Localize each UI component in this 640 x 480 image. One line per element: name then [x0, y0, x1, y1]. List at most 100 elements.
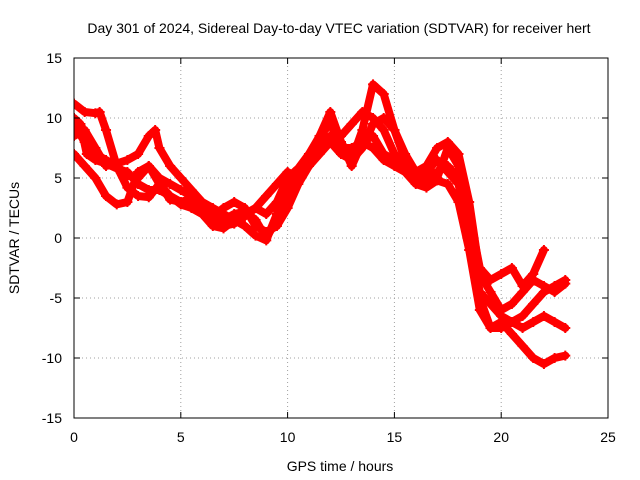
data-point: [101, 158, 112, 169]
data-point: [442, 161, 453, 171]
data-point: [143, 161, 154, 171]
data-series: [74, 79, 571, 369]
data-point: [282, 203, 293, 213]
data-point: [261, 209, 272, 219]
data-point: [378, 125, 389, 135]
y-tick-label: 0: [54, 230, 62, 246]
data-point: [346, 119, 357, 129]
data-point: [75, 119, 86, 129]
data-point: [453, 149, 464, 159]
data-point: [378, 155, 389, 165]
data-point: [368, 131, 379, 141]
data-point: [101, 191, 112, 201]
data-point: [389, 125, 400, 135]
data-point: [218, 223, 229, 234]
data-point: [528, 299, 539, 309]
data-point: [325, 131, 336, 141]
data-point: [122, 155, 133, 165]
data-point: [175, 173, 186, 183]
data-point: [282, 167, 293, 177]
data-point: [549, 281, 560, 291]
data-point: [517, 287, 528, 297]
data-point: [368, 79, 379, 90]
data-point: [282, 179, 293, 189]
data-point: [74, 98, 79, 109]
data-point: [432, 155, 443, 165]
data-point: [560, 323, 571, 333]
data-point: [378, 89, 389, 99]
data-point: [154, 143, 165, 153]
data-point: [517, 311, 528, 321]
data-point: [517, 341, 528, 351]
data-point: [261, 235, 272, 246]
data-point: [239, 221, 250, 231]
data-point: [357, 125, 368, 135]
data-point: [303, 161, 314, 171]
data-point: [528, 275, 539, 285]
data-point: [485, 287, 496, 297]
data-point: [368, 113, 379, 123]
data-point: [517, 323, 528, 333]
data-point: [79, 107, 90, 117]
x-tick-label: 15: [387, 429, 403, 445]
data-point: [506, 299, 517, 309]
data-point: [453, 173, 464, 183]
data-point: [368, 143, 379, 153]
data-point: [474, 305, 485, 315]
data-point: [239, 203, 250, 213]
data-point: [271, 221, 282, 231]
data-point: [485, 299, 496, 309]
data-point: [261, 191, 272, 201]
x-tick-label: 25: [600, 429, 616, 445]
data-point: [90, 155, 101, 165]
y-tick-label: -10: [42, 350, 62, 366]
data-point: [506, 263, 517, 273]
x-tick-label: 0: [70, 429, 78, 445]
data-point: [186, 185, 197, 195]
data-point: [154, 185, 165, 195]
data-point: [74, 131, 79, 141]
data-point: [90, 143, 101, 153]
data-point: [261, 227, 272, 237]
data-point: [464, 245, 475, 255]
data-point: [549, 353, 560, 363]
data-point: [250, 203, 261, 213]
data-point: [111, 163, 122, 174]
data-point: [250, 230, 261, 241]
data-point: [400, 167, 411, 177]
data-point: [442, 179, 453, 189]
data-point: [165, 161, 176, 171]
data-point: [218, 203, 229, 213]
data-point: [175, 185, 186, 195]
data-point: [538, 311, 549, 321]
data-point: [229, 215, 240, 225]
y-tick-label: -15: [42, 410, 62, 426]
y-tick-label: -5: [50, 290, 63, 306]
data-point: [325, 107, 336, 117]
y-tick-label: 5: [54, 170, 62, 186]
data-point: [143, 131, 154, 141]
data-point: [485, 323, 496, 333]
data-point: [538, 359, 549, 369]
data-point: [197, 209, 208, 219]
data-point: [389, 161, 400, 171]
data-point: [432, 175, 443, 186]
data-point: [186, 203, 197, 213]
data-point: [229, 197, 240, 207]
data-point: [175, 199, 186, 210]
data-point: [357, 107, 368, 117]
data-point: [111, 199, 122, 210]
data-point: [432, 167, 443, 177]
data-point: [453, 197, 464, 207]
data-point: [101, 125, 112, 135]
data-point: [432, 143, 443, 153]
data-point: [81, 149, 92, 159]
data-point: [560, 350, 571, 361]
data-point: [314, 137, 325, 147]
data-point: [94, 107, 105, 117]
data-point: [165, 179, 176, 189]
y-tick-label: 10: [46, 110, 62, 126]
data-point: [133, 179, 144, 189]
